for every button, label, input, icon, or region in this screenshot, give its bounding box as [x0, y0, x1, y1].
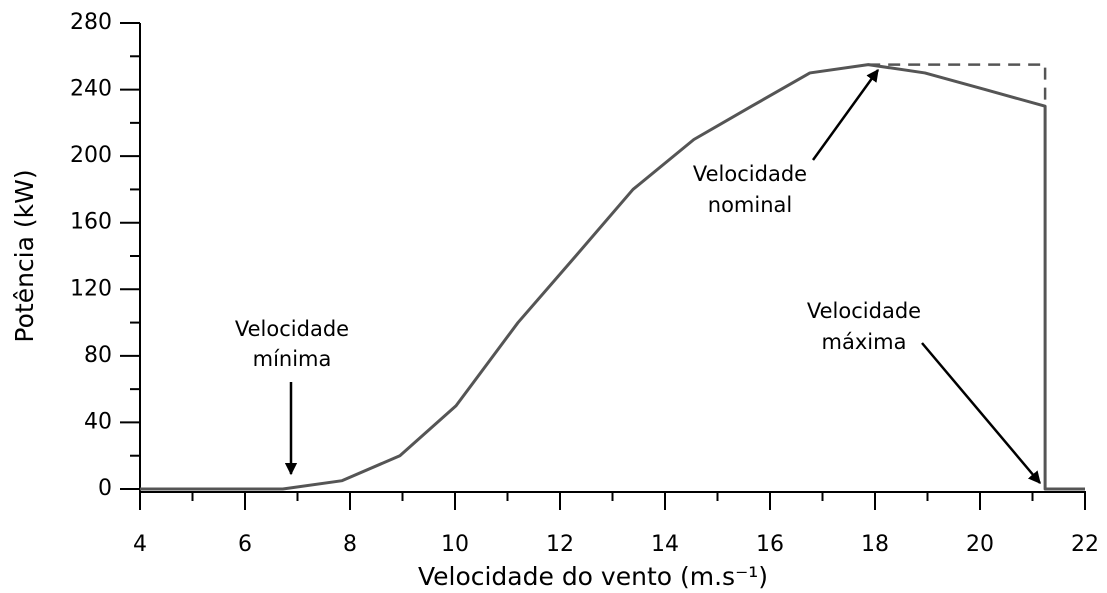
y-tick-label: 160	[70, 210, 112, 235]
annotation: Velocidade	[235, 317, 349, 341]
y-tick-label: 40	[84, 409, 112, 434]
x-tick-label: 6	[238, 532, 252, 557]
arrow	[811, 68, 880, 161]
power-curve	[140, 63, 1085, 491]
y-tick-label: 120	[70, 276, 112, 301]
x-tick-label: 16	[756, 532, 784, 557]
y-axis-label: Potência (kW)	[10, 169, 39, 342]
annotation: máxima	[822, 330, 907, 354]
x-tick-label: 4	[133, 532, 147, 557]
y-tick-label: 280	[70, 10, 112, 35]
y-tick-label: 200	[70, 143, 112, 168]
y-tick-label: 80	[84, 343, 112, 368]
x-tick-label: 18	[861, 532, 889, 557]
x-axis-label: Velocidade do vento (m.s⁻¹)	[418, 562, 768, 591]
x-tick-label: 14	[651, 532, 679, 557]
annotation: nominal	[708, 193, 792, 217]
annotation: Velocidade	[807, 299, 921, 323]
y-tick-label: 240	[70, 77, 112, 102]
x-tick-label: 12	[546, 532, 574, 557]
annotation: Velocidade	[693, 162, 807, 186]
x-tick-label: 8	[343, 532, 357, 557]
x-tick-label: 20	[966, 532, 994, 557]
annotation: mínima	[253, 347, 332, 371]
y-tick-label: 0	[98, 476, 112, 501]
arrow	[921, 342, 1041, 484]
reference-line	[868, 63, 1047, 107]
x-tick-label: 22	[1071, 532, 1099, 557]
x-tick-label: 10	[441, 532, 469, 557]
